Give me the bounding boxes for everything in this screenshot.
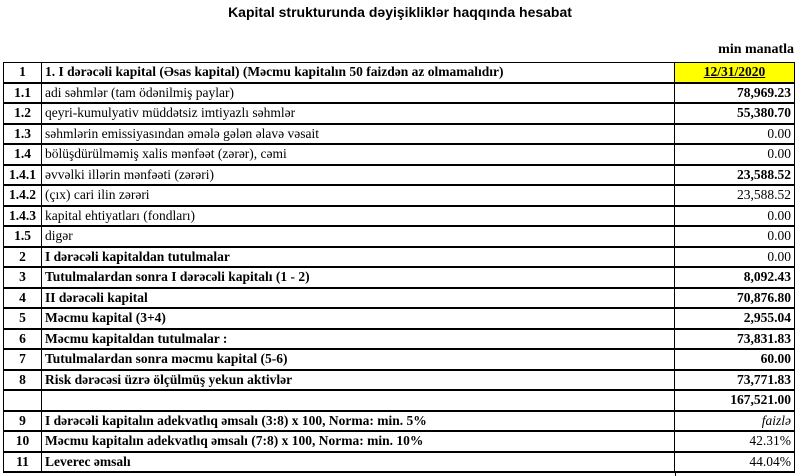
cell-label: bölüşdürülməmiş xalis mənfəət (zərər), c… (41, 143, 675, 165)
cell-label: Məcmu kapitaldan tutulmalar : (41, 328, 675, 350)
cell-num: 8 (3, 369, 42, 391)
table-row: 1.4.2 (çıx) cari ilin zərəri 23,588.52 (3, 184, 795, 206)
cell-value: 73,831.83 (674, 328, 795, 350)
cell-label: Məcmu kapital (3+4) (41, 307, 675, 329)
cell-label: kapital ehtiyatları (fondları) (41, 205, 675, 227)
table-row: 5 Məcmu kapital (3+4) 2,955.04 (3, 307, 795, 329)
cell-label: qeyri-kumulyativ müddətsiz imtiyazlı səh… (41, 102, 675, 124)
cell-value: 0.00 (674, 143, 795, 165)
cell-label: Tutulmalardan sonra I dərəcəli kapitalı … (41, 266, 675, 288)
cell-value: 44.04% (674, 451, 795, 473)
cell-value: faizlə (674, 410, 795, 432)
cell-label: səhmlərin emissiyasından əmələ gələn əla… (41, 123, 675, 145)
table-stub-line (675, 472, 676, 476)
table-row: 1.3 səhmlərin emissiyasından əmələ gələn … (3, 123, 795, 145)
cell-value: 70,876.80 (674, 287, 795, 309)
cell-label: II dərəcəli kapital (41, 287, 675, 309)
cell-label: digər (41, 225, 675, 247)
table-row: 4 II dərəcəli kapital 70,876.80 (3, 287, 795, 309)
table-row: 10 Məcmu kapitalın adekvatlıq əmsalı (7:8… (3, 430, 795, 452)
cell-value: 2,955.04 (674, 307, 795, 329)
cell-label: adi səhmlər (tam ödənilmiş paylar) (41, 82, 675, 104)
cell-num: 1.4.3 (3, 205, 42, 227)
cell-num: 1.5 (3, 225, 42, 247)
cell-value: 0.00 (674, 205, 795, 227)
table-row: 8 Risk dərəcəsi üzrə ölçülmüş yekun aktiv… (3, 369, 795, 391)
cell-num: 7 (3, 348, 42, 370)
cell-num: 1.3 (3, 123, 42, 145)
table-row: 11 Leverec əmsalı 44.04% (3, 451, 795, 473)
cell-value: 0.00 (674, 123, 795, 145)
cell-num: 11 (3, 451, 42, 473)
cell-value: 42.31% (674, 430, 795, 452)
cell-value: 60.00 (674, 348, 795, 370)
cell-num: 1.4 (3, 143, 42, 165)
table-row: 1.4.3 kapital ehtiyatları (fondları) 0.00 (3, 205, 795, 227)
cell-value: 23,588.52 (674, 184, 795, 206)
cell-value: 23,588.52 (674, 164, 795, 186)
cell-label: (çıx) cari ilin zərəri (41, 184, 675, 206)
cell-label: Tutulmalardan sonra məcmu kapital (5-6) (41, 348, 675, 370)
table-row: 7 Tutulmalardan sonra məcmu kapital (5-6)… (3, 348, 795, 370)
cell-value: 8,092.43 (674, 266, 795, 288)
cell-num: 10 (3, 430, 42, 452)
cell-num: 6 (3, 328, 42, 350)
cell-num: 1.4.1 (3, 164, 42, 186)
unit-label: min manatla (718, 42, 794, 57)
cell-num: 1.2 (3, 102, 42, 124)
cell-num: 1.1 (3, 82, 42, 104)
cell-num (3, 389, 42, 411)
table-row: 1 1. I dərəcəli kapital (Əsas kapital) (M… (3, 62, 795, 83)
cell-label: əvvəlki illərin mənfəəti (zərəri) (41, 164, 675, 186)
cell-label: Risk dərəcəsi üzrə ölçülmüş yekun aktivl… (41, 369, 675, 391)
cell-num: 3 (3, 266, 42, 288)
cell-label: I dərəcəli kapitaldan tutulmalar (41, 246, 675, 268)
table-row: 6 Məcmu kapitaldan tutulmalar :73,831.83 (3, 328, 795, 350)
cell-value: 78,969.23 (674, 82, 795, 104)
table-row: 1.5 digər 0.00 (3, 225, 795, 247)
table-row: 1.1 adi səhmlər (tam ödənilmiş paylar) 78,… (3, 82, 795, 104)
cell-num: 2 (3, 246, 42, 268)
cell-value: 167,521.00 (674, 389, 795, 411)
table-row: 167,521.00 (3, 389, 795, 411)
cell-num: 9 (3, 410, 42, 432)
table-row: 1.2 qeyri-kumulyativ müddətsiz imtiyazlı … (3, 102, 795, 124)
cell-label: I dərəcəli kapitalın adekvatlıq əmsalı (… (41, 410, 675, 432)
cell-num: 5 (3, 307, 42, 329)
cell-label: 1. I dərəcəli kapital (Əsas kapital) (Mə… (41, 62, 675, 83)
cell-num: 1 (3, 62, 42, 83)
table-row: 1.4 bölüşdürülməmiş xalis mənfəət (zərər)… (3, 143, 795, 165)
capital-structure-table: 1 1. I dərəcəli kapital (Əsas kapital) (M… (3, 62, 795, 473)
cell-value: 73,771.83 (674, 369, 795, 391)
cell-value: 12/31/2020 (674, 62, 795, 83)
report-title: Kapital strukturunda dəyişikliklər haqqı… (228, 4, 572, 20)
cell-num: 4 (3, 287, 42, 309)
cell-value: 0.00 (674, 225, 795, 247)
cell-value: 0.00 (674, 246, 795, 268)
cell-num: 1.4.2 (3, 184, 42, 206)
table-row: 3 Tutulmalardan sonra I dərəcəli kapitalı… (3, 266, 795, 288)
table-row: 1.4.1 əvvəlki illərin mənfəəti (zərəri) 23… (3, 164, 795, 186)
cell-label: Məcmu kapitalın adekvatlıq əmsalı (7:8) … (41, 430, 675, 452)
cell-label (41, 389, 675, 411)
cell-label: Leverec əmsalı (41, 451, 675, 473)
cell-value: 55,380.70 (674, 102, 795, 124)
